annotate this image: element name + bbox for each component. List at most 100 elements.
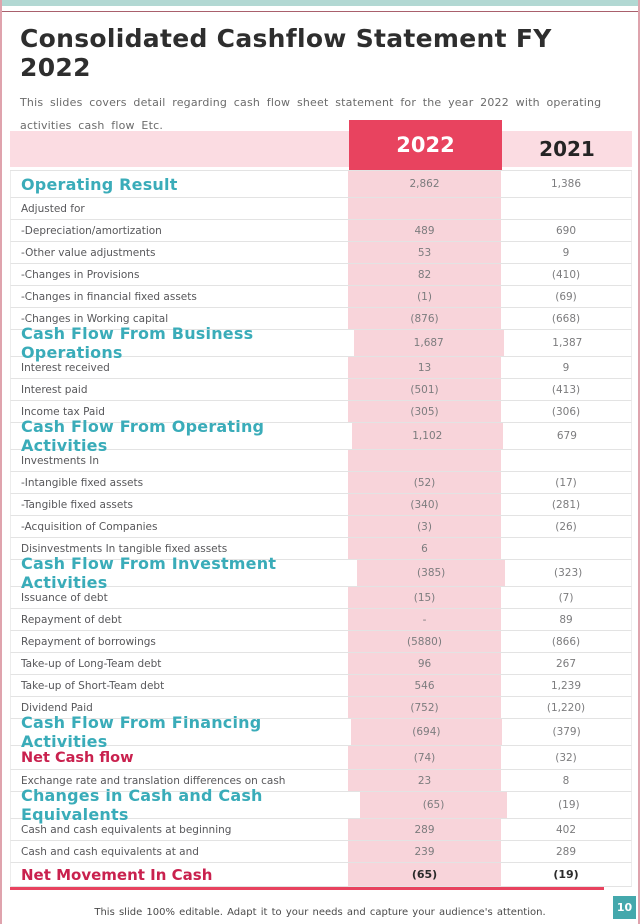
row-value-2021: 9 <box>562 246 570 259</box>
row-label: Dividend Paid <box>21 701 93 714</box>
table-row: Investments In <box>10 450 632 472</box>
row-value-2021: (19) <box>558 799 580 811</box>
row-value-2021: (1,220) <box>546 701 586 714</box>
row-label: -Depreciation/amortization <box>21 224 162 237</box>
row-value-2022: 6 <box>348 538 501 559</box>
slide-header: Consolidated Cashflow Statement FY 2022 … <box>20 24 624 137</box>
row-value-2022: (340) <box>348 494 501 515</box>
table-row: Cash and cash equivalents at and 239 289 <box>10 841 632 863</box>
row-value-2022: 23 <box>348 770 501 791</box>
row-label: -Changes in Provisions <box>21 268 140 281</box>
row-value-2022: (1) <box>348 286 501 307</box>
table-row: Disinvestments In tangible fixed assets … <box>10 538 632 560</box>
row-value-2021: (32) <box>555 751 577 764</box>
row-value-2021: 8 <box>562 774 570 787</box>
row-value-2021: (7) <box>558 591 574 604</box>
row-value-2021 <box>501 198 631 219</box>
row-label: Repayment of borrowings <box>21 635 156 648</box>
row-value-2021: 289 <box>555 845 577 858</box>
row-value-2022: 53 <box>348 242 501 263</box>
row-value-2022: (15) <box>348 587 501 608</box>
table-row: Issuance of debt (15) (7) <box>10 587 632 609</box>
table-row: -Other value adjustments 53 9 <box>10 242 632 264</box>
row-label: Net Cash flow <box>21 749 134 766</box>
row-value-2021: 1,239 <box>550 679 582 692</box>
row-value-2021: 690 <box>555 224 577 237</box>
row-value-2021: 267 <box>555 657 577 670</box>
row-value-2022: 13 <box>348 357 501 378</box>
cashflow-table: 2022 2021 Operating Result 2,862 1,386 A… <box>10 120 632 890</box>
table-row: -Acquisition of Companies (3) (26) <box>10 516 632 538</box>
row-value-2022: (752) <box>348 697 501 718</box>
row-value-2022: (52) <box>348 472 501 493</box>
row-value-2022: (501) <box>348 379 501 400</box>
row-label: Issuance of debt <box>21 591 108 604</box>
table-row: -Depreciation/amortization 489 690 <box>10 220 632 242</box>
row-label: Operating Result <box>21 174 178 194</box>
row-value-2021: (19) <box>553 868 579 881</box>
table-row: Cash and cash equivalents at beginning 2… <box>10 819 632 841</box>
row-label: -Other value adjustments <box>21 246 156 259</box>
row-value-2021: (69) <box>555 290 577 303</box>
row-label: Income tax Paid <box>21 405 105 418</box>
table-row: -Changes in Working capital (876) (668) <box>10 308 632 330</box>
top-divider-line <box>2 11 638 12</box>
column-header-2021: 2021 <box>539 137 595 161</box>
row-label: Interest paid <box>21 383 88 396</box>
row-label: -Changes in financial fixed assets <box>21 290 197 303</box>
row-label: Cash Flow From Investment Activities <box>21 554 277 592</box>
row-value-2022: (65) <box>360 792 507 818</box>
table-row: Net Cash flow (74) (32) <box>10 746 632 770</box>
row-value-2022: (65) <box>348 863 501 886</box>
table-row: Cash Flow From Financing Activities (694… <box>10 713 632 751</box>
table-row: -Changes in Provisions 82 (410) <box>10 264 632 286</box>
row-value-2021: (668) <box>551 312 581 325</box>
row-value-2022: 489 <box>348 220 501 241</box>
row-value-2021: 402 <box>555 823 577 836</box>
row-label: Take-up of Long-Team debt <box>21 657 162 670</box>
row-value-2021: (281) <box>551 498 581 511</box>
footer-note: This slide 100% editable. Adapt it to yo… <box>94 907 546 918</box>
row-value-2022: 1,102 <box>351 423 503 449</box>
table-row: -Changes in financial fixed assets (1) (… <box>10 286 632 308</box>
row-value-2022: 1,687 <box>353 330 504 356</box>
row-value-2022: 2,862 <box>348 171 501 197</box>
row-value-2022: 82 <box>348 264 501 285</box>
row-label: Adjusted for <box>21 202 85 215</box>
row-value-2021: (866) <box>551 635 581 648</box>
row-value-2022: (694) <box>350 719 503 745</box>
table-header-band: 2022 2021 <box>10 120 632 170</box>
row-value-2021: (26) <box>555 520 577 533</box>
row-value-2022: 546 <box>348 675 501 696</box>
row-value-2022: 289 <box>348 819 501 840</box>
row-value-2022 <box>348 450 501 471</box>
row-value-2021: 679 <box>556 430 577 442</box>
row-label: Cash Flow From Business Operations <box>21 324 254 362</box>
row-value-2021: 1,387 <box>552 337 583 349</box>
table-row: Cash Flow From Operating Activities 1,10… <box>10 417 632 455</box>
row-value-2021: 9 <box>562 361 570 374</box>
row-label: Net Movement In Cash <box>21 865 213 884</box>
row-value-2022: (3) <box>348 516 501 537</box>
table-row: Income tax Paid (305) (306) <box>10 401 632 423</box>
row-value-2022: - <box>348 609 501 630</box>
table-row: Changes in Cash and Cash Equivalents (65… <box>10 786 632 824</box>
row-label: Exchange rate and translation difference… <box>21 774 286 787</box>
row-label: -Tangible fixed assets <box>21 498 133 511</box>
row-value-2022: (385) <box>357 560 506 586</box>
column-header-2022: 2022 <box>349 120 502 170</box>
row-value-2021: (379) <box>552 726 581 738</box>
row-label: Repayment of debt <box>21 613 122 626</box>
row-value-2022: 239 <box>348 841 501 862</box>
row-label: Take-up of Short-Team debt <box>21 679 165 692</box>
page-subtitle: This slides covers detail regarding cash… <box>20 96 602 133</box>
table-row: Repayment of debt - 89 <box>10 609 632 631</box>
row-value-2022: 96 <box>348 653 501 674</box>
row-value-2021: (323) <box>553 567 583 579</box>
table-row: -Intangible fixed assets (52) (17) <box>10 472 632 494</box>
row-value-2021 <box>501 450 631 471</box>
table-body: Operating Result 2,862 1,386 Adjusted fo… <box>10 170 632 887</box>
row-label: Cash and cash equivalents at beginning <box>21 823 232 836</box>
row-label: Disinvestments In tangible fixed assets <box>21 542 228 555</box>
row-value-2021: (306) <box>551 405 581 418</box>
